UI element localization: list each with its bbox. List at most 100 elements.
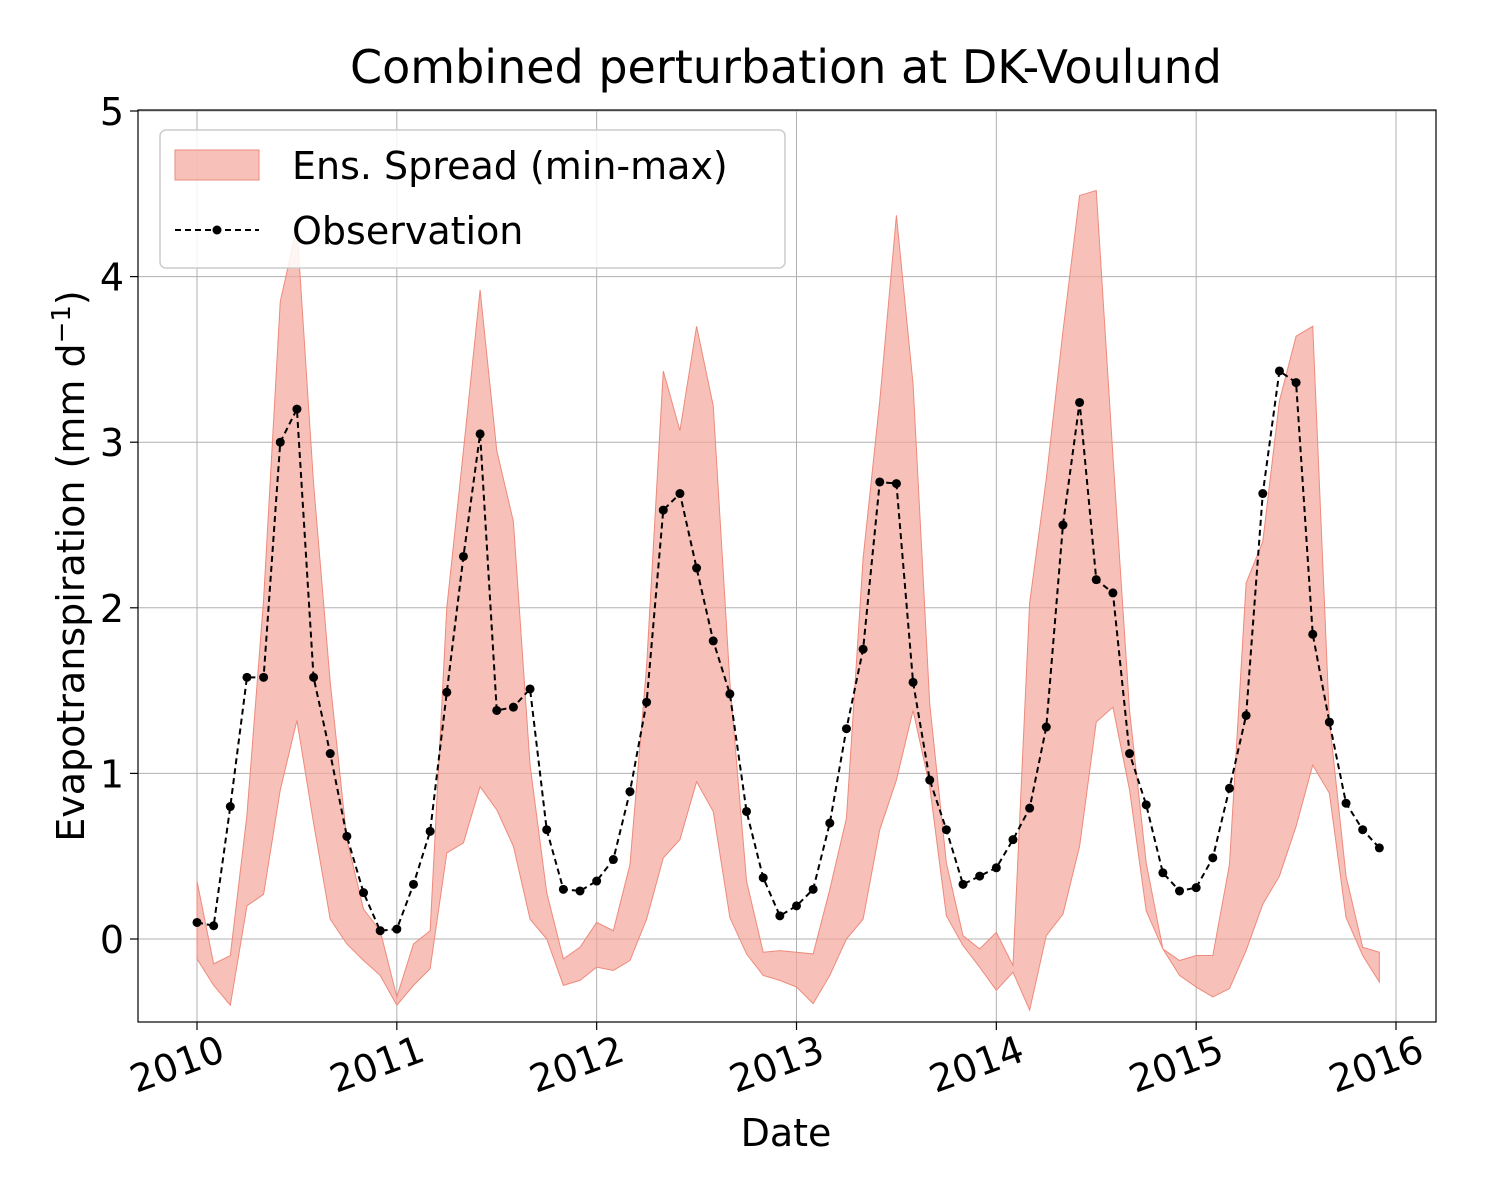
observation-point <box>1358 825 1368 835</box>
observation-point <box>1075 397 1085 407</box>
observation-point <box>259 672 269 682</box>
observation-point <box>1274 366 1284 376</box>
y-axis-label: Evapotranspiration (mm d−1) <box>47 290 93 842</box>
observation-point <box>242 672 252 682</box>
legend-label-observation: Observation <box>292 209 523 253</box>
y-axis-label-sup: −1 <box>47 305 77 343</box>
observation-point <box>1058 520 1068 530</box>
legend-swatch-band <box>174 149 260 181</box>
observation-point <box>1258 489 1268 499</box>
observation-point <box>708 636 718 646</box>
observation-point <box>991 863 1001 873</box>
observation-point <box>475 429 485 439</box>
x-tick-label: 2015 <box>1123 1027 1229 1101</box>
y-tick-label: 1 <box>100 752 124 796</box>
observation-point <box>392 924 402 934</box>
observation-point <box>891 479 901 489</box>
observation-point <box>225 802 235 812</box>
observation-point <box>1175 886 1185 896</box>
observation-point <box>309 672 319 682</box>
observation-point <box>442 687 452 697</box>
observation-point <box>1308 629 1318 639</box>
observation-point <box>858 644 868 654</box>
observation-point <box>1224 783 1234 793</box>
observation-point <box>542 825 552 835</box>
x-tick-label: 2016 <box>1323 1027 1429 1101</box>
chart-title: Combined perturbation at DK-Voulund <box>350 40 1222 94</box>
observation-point <box>941 825 951 835</box>
x-axis-label: Date <box>741 1111 832 1155</box>
observation-series <box>192 366 1384 936</box>
observation-point <box>375 926 385 936</box>
observation-point <box>508 702 518 712</box>
observation-point <box>625 787 635 797</box>
observation-point <box>875 477 885 487</box>
x-tick-label: 2011 <box>324 1027 430 1101</box>
legend-box <box>159 129 786 269</box>
observation-point <box>425 826 435 836</box>
observation-point <box>1008 835 1018 845</box>
observation-point <box>359 888 369 898</box>
grid <box>138 110 1436 1022</box>
observation-point <box>492 705 502 715</box>
plot-frame <box>137 109 1437 1023</box>
x-tick-label: 2014 <box>923 1027 1029 1101</box>
observation-point <box>342 831 352 841</box>
observation-point <box>1341 798 1351 808</box>
legend: Ens. Spread (min-max) Observation <box>159 129 786 269</box>
ens-spread-area <box>196 189 1380 1012</box>
observation-point <box>1158 868 1168 878</box>
observation-point <box>608 855 618 865</box>
observation-point <box>958 879 968 889</box>
ens-spread-band <box>196 189 1380 1012</box>
x-tick-label: 2012 <box>524 1027 630 1101</box>
y-tick-label: 0 <box>100 918 124 962</box>
observation-point <box>642 697 652 707</box>
observation-point <box>1208 853 1218 863</box>
observation-point <box>841 724 851 734</box>
observation-point <box>675 489 685 499</box>
observation-point <box>825 818 835 828</box>
legend-label-band: Ens. Spread (min-max) <box>292 144 728 188</box>
observation-point <box>575 886 585 896</box>
observation-point <box>692 563 702 573</box>
observation-point <box>792 901 801 911</box>
observation-point <box>558 884 568 894</box>
observation-point <box>292 404 302 414</box>
observation-point <box>908 677 918 687</box>
observation-point <box>1324 717 1334 727</box>
observation-point <box>1191 883 1201 893</box>
observation-point <box>1091 575 1101 585</box>
observation-point <box>925 775 935 785</box>
observation-point <box>1125 749 1135 759</box>
observation-point <box>192 917 202 927</box>
observation-point <box>592 876 602 886</box>
observation-point <box>658 505 668 515</box>
observation-point <box>725 689 735 699</box>
observation-point <box>1291 378 1301 388</box>
observation-point <box>742 806 752 816</box>
observation-line <box>196 369 1381 932</box>
observation-point <box>808 884 818 894</box>
x-axis-ticks: 2010 2011 2012 2013 2014 2015 2016 <box>124 1022 1429 1102</box>
y-axis-ticks: 0 1 2 3 4 5 <box>100 90 138 962</box>
y-tick-label: 3 <box>100 421 124 465</box>
observation-point <box>1025 803 1035 813</box>
observation-point <box>1241 710 1251 720</box>
x-tick-label: 2010 <box>124 1027 230 1101</box>
y-tick-label: 2 <box>100 587 124 631</box>
observation-point <box>975 871 985 881</box>
observation-point <box>1374 843 1384 853</box>
observation-point <box>209 921 219 931</box>
observation-point <box>525 684 535 694</box>
observation-point <box>1141 800 1151 810</box>
observation-point <box>458 551 468 561</box>
legend-swatch-marker <box>212 225 222 235</box>
observation-point <box>325 749 335 759</box>
observation-point <box>1041 722 1051 732</box>
observation-point <box>758 873 768 883</box>
y-axis-label-close: ) <box>49 290 93 305</box>
observation-point <box>275 437 285 447</box>
observation-point <box>1108 588 1118 598</box>
